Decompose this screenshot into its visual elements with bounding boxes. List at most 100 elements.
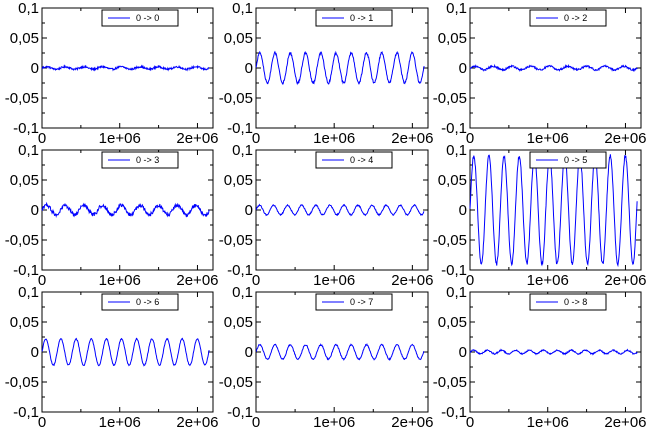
legend-box [101, 151, 179, 169]
series-line [469, 348, 638, 356]
y-tick-label: -0,1 [441, 262, 467, 279]
x-tick-label: 1e+06 [527, 414, 569, 431]
y-tick-label: -0,1 [227, 404, 253, 421]
x-tick-label: 2e+06 [176, 414, 218, 431]
y-tick-label: 0,05 [224, 30, 253, 47]
y-tick-label: 0,05 [10, 172, 39, 189]
legend: 0 -> 2 [529, 9, 607, 27]
y-tick-label: 0 [245, 60, 253, 77]
legend-box [529, 9, 607, 27]
y-tick-label: -0,1 [227, 262, 253, 279]
y-tick-label: -0,1 [13, 404, 39, 421]
legend-label: 0 -> 4 [350, 155, 373, 165]
x-tick-label: 0 [466, 130, 474, 147]
y-tick-label: 0,1 [232, 284, 253, 301]
x-tick-label: 1e+06 [313, 272, 355, 289]
x-tick-label: 2e+06 [604, 130, 646, 147]
x-tick-label: 0 [38, 414, 46, 431]
x-tick-label: 0 [252, 130, 260, 147]
y-tick-label: -0,1 [13, 120, 39, 137]
y-tick-label: 0 [459, 202, 467, 219]
x-tick-label: 1e+06 [99, 272, 141, 289]
y-tick-label: 0 [31, 202, 39, 219]
y-tick-label: 0,1 [232, 0, 253, 17]
legend: 0 -> 5 [529, 151, 607, 169]
legend: 0 -> 3 [101, 151, 179, 169]
y-tick-label: -0,05 [219, 90, 253, 107]
series-line [41, 64, 210, 72]
series-line [255, 203, 425, 217]
legend-label: 0 -> 6 [136, 297, 159, 307]
y-tick-label: 0 [31, 344, 39, 361]
y-tick-label: 0,05 [10, 314, 39, 331]
legend-label: 0 -> 3 [136, 155, 159, 165]
x-tick-label: 2e+06 [391, 272, 433, 289]
y-tick-label: -0,05 [5, 232, 39, 249]
series-line [41, 201, 210, 219]
y-tick-label: 0 [245, 344, 253, 361]
subplot-6: 0,10,050-0,05-0,10 1e+06 2e+060 -> 6 [5, 284, 219, 431]
subplot-2: 0,10,050-0,05-0,10 1e+06 2e+060 -> 2 [433, 0, 647, 147]
x-tick-label: 1e+06 [527, 130, 569, 147]
legend: 0 -> 1 [315, 9, 393, 27]
y-tick-label: -0,05 [433, 90, 467, 107]
x-tick-label: 0 [38, 130, 46, 147]
subplot-3: 0,10,050-0,05-0,10 1e+06 2e+060 -> 3 [5, 142, 219, 289]
x-tick-label: 1e+06 [313, 130, 355, 147]
subplot-8: 0,10,050-0,05-0,10 1e+06 2e+060 -> 8 [433, 284, 647, 431]
x-tick-label: 2e+06 [604, 272, 646, 289]
legend-label: 0 -> 7 [350, 297, 373, 307]
legend-box [101, 293, 179, 311]
y-tick-label: 0,1 [232, 142, 253, 159]
y-tick-label: -0,05 [5, 374, 39, 391]
legend-box [315, 151, 393, 169]
y-tick-label: 0,05 [438, 172, 467, 189]
x-tick-label: 2e+06 [391, 130, 433, 147]
series-line [255, 50, 425, 86]
legend: 0 -> 0 [101, 9, 179, 27]
y-tick-label: 0,05 [224, 172, 253, 189]
subplot-1: 0,10,050-0,05-0,10 1e+06 2e+060 -> 1 [219, 0, 434, 147]
y-tick-label: -0,05 [219, 374, 253, 391]
series-line [255, 343, 425, 361]
legend: 0 -> 4 [315, 151, 393, 169]
legend-box [529, 151, 607, 169]
legend-box [315, 293, 393, 311]
x-tick-label: 1e+06 [99, 414, 141, 431]
x-tick-label: 2e+06 [176, 272, 218, 289]
legend-label: 0 -> 2 [564, 13, 587, 23]
legend: 0 -> 6 [101, 293, 179, 311]
y-tick-label: 0 [459, 344, 467, 361]
legend: 0 -> 8 [529, 293, 607, 311]
x-tick-label: 2e+06 [391, 414, 433, 431]
legend-box [101, 9, 179, 27]
y-tick-label: 0,1 [446, 0, 467, 17]
y-tick-label: 0,1 [18, 142, 39, 159]
y-tick-label: 0,05 [438, 314, 467, 331]
y-tick-label: -0,05 [433, 232, 467, 249]
x-tick-label: 1e+06 [527, 272, 569, 289]
legend-box [315, 9, 393, 27]
y-tick-label: -0,1 [441, 404, 467, 421]
x-tick-label: 0 [466, 414, 474, 431]
x-tick-label: 1e+06 [313, 414, 355, 431]
y-tick-label: 0,05 [224, 314, 253, 331]
x-tick-label: 2e+06 [176, 130, 218, 147]
x-tick-label: 0 [252, 414, 260, 431]
legend-label: 0 -> 5 [564, 155, 587, 165]
y-tick-label: 0,05 [438, 30, 467, 47]
subplot-0: 0,10,050-0,05-0,10 1e+06 2e+060 -> 0 [5, 0, 219, 147]
y-tick-label: 0 [245, 202, 253, 219]
y-tick-label: -0,1 [441, 120, 467, 137]
legend-label: 0 -> 1 [350, 13, 373, 23]
y-tick-label: 0,1 [446, 284, 467, 301]
legend-label: 0 -> 8 [564, 297, 587, 307]
series-line [469, 154, 638, 268]
x-tick-label: 0 [466, 272, 474, 289]
y-tick-label: 0,1 [18, 0, 39, 17]
subplot-7: 0,10,050-0,05-0,10 1e+06 2e+060 -> 7 [219, 284, 434, 431]
y-tick-label: 0,1 [446, 142, 467, 159]
y-tick-label: 0 [459, 60, 467, 77]
